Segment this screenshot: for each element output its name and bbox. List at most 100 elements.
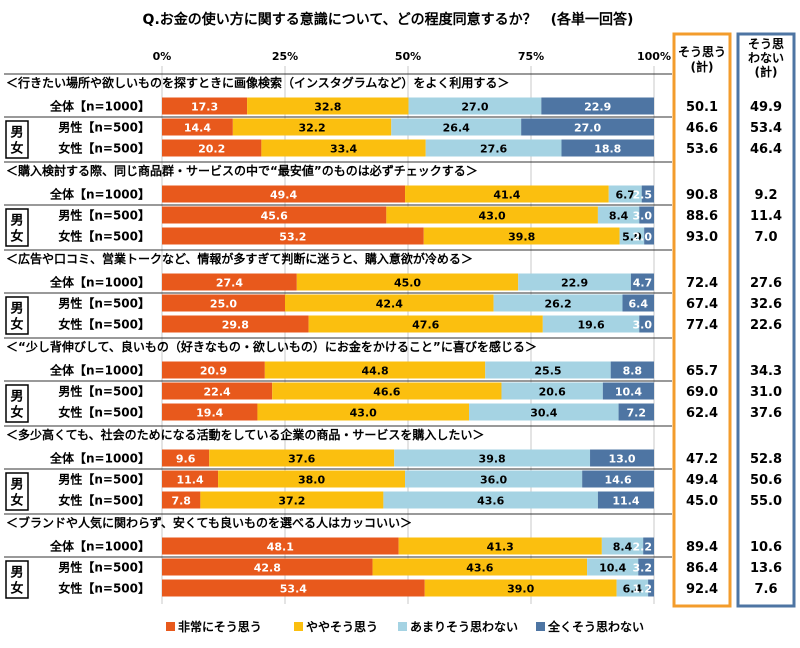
gender-box — [5, 384, 29, 423]
x-tick-label: 25% — [272, 50, 298, 63]
bar-segment — [162, 294, 285, 312]
data-label: 42.4 — [376, 298, 403, 311]
data-label: 3.2 — [633, 562, 653, 575]
question-label: ＜ブランドや人気に関わらず、安くても良いものを選べる人はカッコいい＞ — [6, 515, 412, 530]
data-label: 43.0 — [479, 210, 506, 223]
bar-segment — [622, 294, 654, 312]
legend-swatch — [398, 622, 407, 631]
row-label: 女性【n=500】 — [58, 581, 150, 596]
data-label: 9.6 — [176, 453, 196, 466]
bar-segment — [162, 206, 387, 224]
data-label: 20.9 — [200, 365, 227, 378]
bar-segment — [285, 294, 494, 312]
bar-segment — [162, 382, 273, 400]
bar-segment — [541, 97, 654, 115]
bar-segment — [232, 118, 392, 136]
data-label: 5.0 — [622, 231, 642, 244]
data-label: 53.4 — [280, 583, 307, 596]
disagree-value: 34.3 — [750, 364, 782, 379]
row-label: 男性【n=500】 — [58, 472, 150, 487]
x-tick-label: 75% — [518, 50, 544, 63]
legend-swatch — [166, 622, 175, 631]
disagree-value: 13.6 — [750, 561, 782, 576]
legend-swatch — [536, 622, 545, 631]
bar-segment — [383, 491, 598, 509]
legend-swatch — [294, 622, 303, 631]
data-label: 33.4 — [330, 143, 357, 156]
gender-box — [5, 472, 29, 511]
bar-segment — [218, 470, 406, 488]
bar-segment — [405, 185, 609, 203]
bar-segment — [501, 382, 603, 400]
agree-value: 46.6 — [686, 121, 718, 136]
bar-segment — [372, 558, 588, 576]
row-label: 女性【n=500】 — [58, 405, 150, 420]
gender-label: 女 — [10, 405, 23, 421]
data-label: 27.0 — [461, 101, 488, 114]
bar-segment — [162, 537, 399, 555]
gender-label: 女 — [10, 493, 23, 509]
x-tick-label: 0% — [153, 50, 172, 63]
bar-segment — [408, 97, 542, 115]
row-label: 女性【n=500】 — [58, 141, 150, 156]
data-label: 2.5 — [633, 189, 653, 202]
row-label: 全体【n=1000】 — [49, 187, 150, 202]
bar-segment — [200, 491, 384, 509]
bar-segment — [425, 139, 562, 157]
bar-segment — [582, 470, 654, 488]
bar-segment — [162, 579, 425, 597]
bar-segment — [590, 449, 654, 467]
data-label: 38.0 — [298, 474, 325, 487]
bar-segment — [162, 315, 309, 333]
row-label: 全体【n=1000】 — [49, 451, 150, 466]
bar-segment — [618, 403, 654, 421]
data-label: 49.4 — [270, 189, 297, 202]
bar-segment — [162, 403, 258, 421]
data-label: 32.8 — [314, 101, 341, 114]
bar-segment — [264, 361, 486, 379]
x-tick-label: 50% — [395, 50, 421, 63]
agree-column-frame — [672, 32, 732, 608]
disagree-value: 22.6 — [750, 318, 782, 333]
data-label: 22.4 — [204, 386, 231, 399]
gender-label: 男 — [10, 126, 23, 141]
bar-segment — [162, 491, 201, 509]
data-label: 8.4 — [609, 210, 629, 223]
data-label: 8.8 — [623, 365, 643, 378]
gender-box — [5, 208, 29, 247]
data-label: 11.4 — [612, 495, 639, 508]
disagree-value: 52.8 — [750, 452, 782, 467]
bar-segment — [162, 449, 210, 467]
data-label: 26.4 — [443, 122, 470, 135]
data-label: 41.4 — [493, 189, 520, 202]
data-label: 7.8 — [171, 495, 191, 508]
row-label: 男性【n=500】 — [58, 120, 150, 135]
bar-segment — [616, 579, 649, 597]
data-label: 14.6 — [605, 474, 632, 487]
data-label: 30.4 — [530, 407, 557, 420]
data-label: 7.2 — [627, 407, 647, 420]
legend-label: 全くそう思わない — [547, 619, 644, 634]
bar-segment — [424, 579, 617, 597]
bar-segment — [162, 139, 262, 157]
chart-title: Q.お金の使い方に関する意識について、どの程度同意するか？ (各単一回答) — [143, 11, 634, 28]
gender-label: 男 — [10, 566, 23, 581]
agree-value: 62.4 — [686, 406, 718, 421]
data-label: 43.6 — [477, 495, 504, 508]
gender-label: 女 — [10, 141, 23, 157]
disagree-value: 11.4 — [750, 209, 782, 224]
data-label: 2.2 — [633, 541, 653, 554]
data-label: 45.0 — [394, 277, 421, 290]
disagree-value: 46.4 — [750, 142, 782, 157]
gender-label: 女 — [10, 317, 23, 333]
bar-segment — [638, 558, 654, 576]
bar-segment — [257, 403, 470, 421]
disagree-value: 55.0 — [750, 494, 782, 509]
data-label: 6.7 — [615, 189, 635, 202]
row-label: 全体【n=1000】 — [49, 363, 150, 378]
data-label: 19.6 — [577, 319, 604, 332]
bar-segment — [296, 273, 519, 291]
data-label: 32.2 — [298, 122, 325, 135]
data-label: 26.2 — [544, 298, 571, 311]
bar-segment — [641, 185, 654, 203]
